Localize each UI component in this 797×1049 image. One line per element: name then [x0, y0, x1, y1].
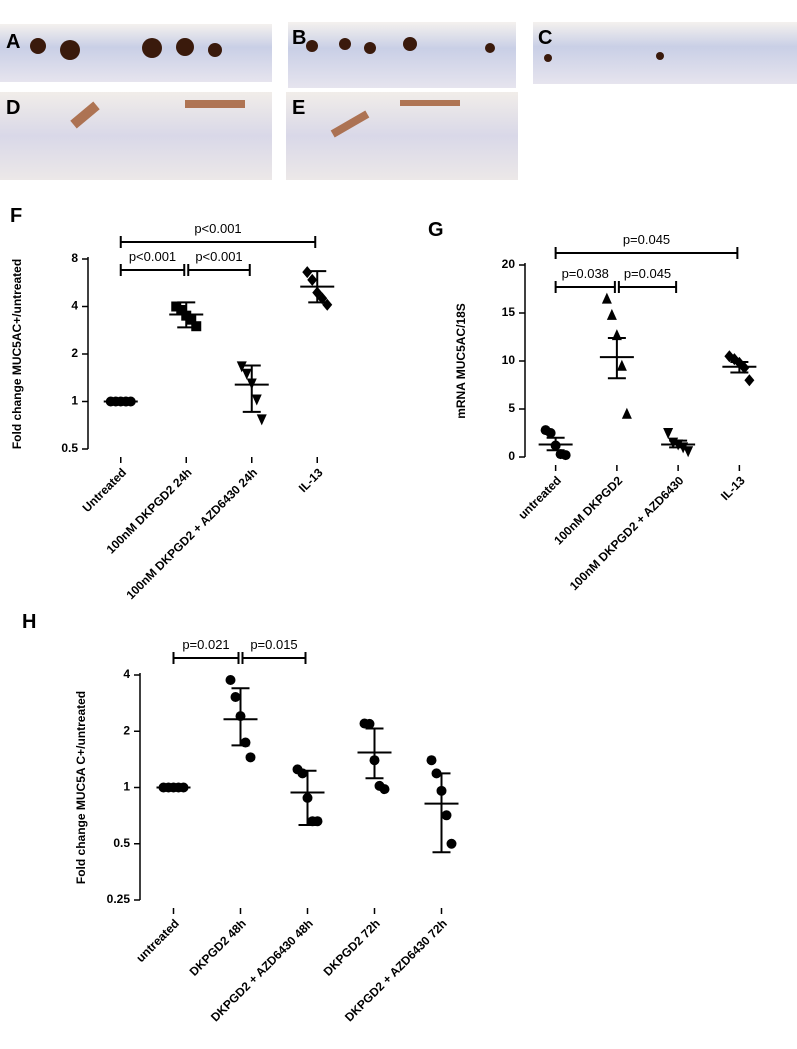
- p-value: p=0.045: [624, 266, 671, 281]
- panel-label: F: [10, 205, 22, 227]
- data-point: [225, 675, 236, 686]
- y-tick-label: 0.25: [107, 892, 131, 906]
- p-value: p=0.038: [562, 266, 609, 281]
- x-tick-label: Untreated: [80, 465, 130, 515]
- micrograph: [288, 22, 516, 88]
- data-point: [241, 368, 252, 380]
- y-tick-label: 5: [508, 401, 515, 415]
- significance-bracket: [617, 281, 678, 293]
- data-point: [606, 308, 617, 320]
- panel-label: C: [538, 27, 552, 49]
- y-tick-label: 8: [71, 251, 78, 265]
- significance-bracket: [241, 652, 307, 664]
- y-tick-label: 1: [71, 394, 78, 408]
- data-point: [236, 361, 247, 373]
- x-tick-label: IL-13: [296, 465, 326, 495]
- data-point: [176, 305, 187, 316]
- y-tick-label: 20: [502, 257, 516, 271]
- panel-label: G: [428, 219, 444, 241]
- data-point: [302, 266, 313, 279]
- data-point: [601, 292, 612, 304]
- data-point: [364, 718, 375, 729]
- data-point: [446, 838, 457, 849]
- significance-bracket: [554, 281, 616, 293]
- y-tick-label: 10: [502, 353, 516, 367]
- x-tick-label: 100nM DKPGD2 + AZD6430: [567, 473, 687, 593]
- significance-bracket: [172, 652, 240, 664]
- micrograph: [533, 22, 797, 84]
- y-axis-title: mRNA MUC5AC/18S: [454, 303, 468, 419]
- significance-bracket: [119, 264, 186, 276]
- data-point: [191, 321, 202, 332]
- data-point: [663, 428, 674, 439]
- y-tick-label: 2: [123, 723, 130, 737]
- data-point: [256, 414, 267, 426]
- data-point: [744, 374, 755, 387]
- x-tick-label: 100nM DKPGD2 + AZD6430 24h: [123, 465, 260, 602]
- data-point: [426, 755, 437, 766]
- data-point: [307, 273, 318, 286]
- micrographs: A B C D E: [0, 22, 797, 180]
- y-tick-label: 4: [123, 667, 130, 681]
- p-value: p<0.001: [194, 221, 241, 236]
- panel-label: B: [292, 27, 306, 49]
- y-axis-title: Fold change MUC5A C+/untreated: [74, 691, 88, 884]
- panel-label: D: [6, 97, 20, 119]
- data-point: [251, 394, 262, 406]
- y-tick-label: 0: [508, 449, 515, 463]
- panel-label: A: [6, 31, 20, 53]
- data-point: [560, 450, 571, 461]
- significance-bracket: [187, 264, 251, 276]
- p-value: p=0.015: [250, 637, 297, 652]
- y-tick-label: 2: [71, 346, 78, 360]
- data-point: [245, 752, 256, 763]
- x-tick-label: untreated: [133, 916, 182, 965]
- micrograph: [0, 24, 272, 82]
- y-tick-label: 1: [123, 780, 130, 794]
- x-tick-label: DKPGD2 48h: [187, 916, 249, 978]
- p-value: p=0.021: [182, 637, 229, 652]
- significance-bracket: [554, 247, 739, 259]
- x-tick-label: untreated: [515, 473, 564, 522]
- y-tick-label: 0.5: [61, 441, 78, 455]
- p-value: p<0.001: [195, 249, 242, 264]
- data-point: [683, 446, 694, 458]
- data-point: [312, 816, 323, 827]
- micrograph: [286, 92, 518, 180]
- significance-bracket: [119, 236, 317, 248]
- data-point: [616, 359, 627, 371]
- p-value: p=0.045: [623, 232, 670, 247]
- y-axis-title: Fold change MUC5AC+/untreated: [10, 259, 24, 449]
- data-point: [379, 784, 390, 795]
- data-point: [186, 314, 197, 325]
- data-point: [545, 428, 556, 438]
- data-point: [441, 810, 452, 821]
- data-point: [230, 692, 241, 703]
- y-tick-label: 4: [71, 299, 78, 313]
- data-point: [621, 407, 632, 419]
- p-value: p<0.001: [129, 249, 176, 264]
- panel-label: H: [22, 611, 36, 633]
- y-tick-label: 15: [502, 305, 516, 319]
- y-tick-label: 0.5: [113, 836, 130, 850]
- x-tick-label: DKPGD2 72h: [321, 916, 383, 978]
- panel-label: E: [292, 97, 305, 119]
- x-tick-label: IL-13: [718, 473, 748, 503]
